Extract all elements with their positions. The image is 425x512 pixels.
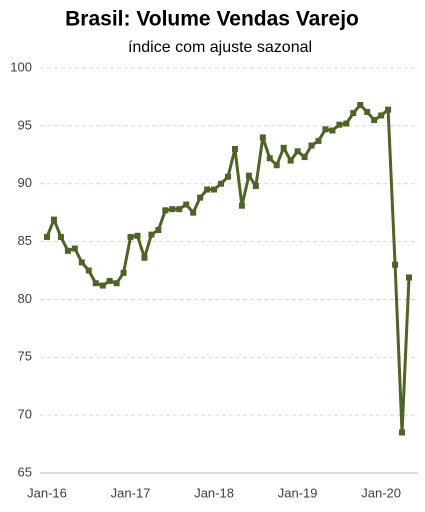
data-point	[280, 144, 287, 151]
chart-title: Brasil: Volume Vendas Varejo	[65, 8, 359, 31]
data-point	[71, 245, 78, 252]
y-tick-label: 95	[18, 117, 32, 132]
data-point	[343, 120, 350, 127]
data-point	[106, 277, 113, 284]
data-point	[238, 202, 245, 209]
y-tick-label: 90	[18, 175, 32, 190]
data-point	[64, 247, 71, 254]
x-tick-label: Jan-16	[27, 485, 67, 500]
data-point	[155, 227, 162, 233]
data-point	[308, 142, 315, 149]
data-point	[204, 186, 211, 193]
y-tick-label: 70	[18, 407, 32, 422]
data-point	[50, 216, 57, 223]
data-point	[176, 206, 183, 213]
data-point	[406, 274, 412, 281]
data-point	[218, 180, 225, 187]
data-point	[148, 231, 155, 238]
chart-subtitle: índice com ajuste sazonal	[128, 39, 312, 56]
data-point	[252, 183, 259, 190]
data-point	[134, 232, 141, 239]
data-point	[78, 259, 85, 266]
data-point	[245, 172, 252, 179]
data-point	[294, 148, 301, 155]
data-point	[225, 173, 231, 180]
data-point	[315, 137, 322, 144]
data-point	[357, 102, 364, 109]
y-tick-label: 65	[18, 464, 32, 479]
x-tick-label: Jan-19	[278, 485, 318, 500]
data-point	[183, 201, 190, 208]
data-point	[99, 282, 106, 289]
y-tick-label: 85	[18, 233, 32, 248]
data-point	[231, 146, 238, 152]
data-point	[266, 155, 273, 162]
data-point	[169, 206, 176, 213]
data-point	[162, 207, 169, 214]
data-point	[113, 280, 120, 287]
data-line	[45, 103, 411, 434]
data-point	[287, 157, 294, 164]
data-point	[92, 280, 99, 287]
data-point	[350, 110, 357, 117]
data-point	[120, 269, 127, 276]
data-point	[85, 267, 92, 274]
data-point	[127, 233, 134, 240]
data-point	[385, 106, 392, 113]
x-tick-label: Jan-18	[194, 485, 234, 500]
y-tick-label: 75	[18, 349, 32, 364]
data-point	[336, 121, 343, 128]
data-point	[190, 209, 197, 216]
data-point	[44, 233, 50, 240]
data-point	[392, 261, 399, 268]
data-point	[399, 429, 406, 436]
data-point	[329, 127, 336, 134]
data-point	[57, 233, 64, 240]
y-tick-label: 80	[18, 291, 32, 306]
data-point	[197, 194, 204, 201]
data-point	[364, 108, 371, 115]
data-point	[378, 112, 385, 119]
data-point	[322, 126, 329, 133]
y-tick-label: 100	[10, 59, 32, 74]
data-point	[211, 186, 218, 193]
data-point	[273, 162, 280, 169]
x-tick-label: Jan-17	[111, 485, 151, 500]
x-tick-label: Jan-20	[361, 485, 401, 500]
data-point	[301, 154, 308, 161]
data-point	[259, 134, 266, 141]
data-point	[141, 254, 148, 261]
data-point	[371, 117, 378, 124]
